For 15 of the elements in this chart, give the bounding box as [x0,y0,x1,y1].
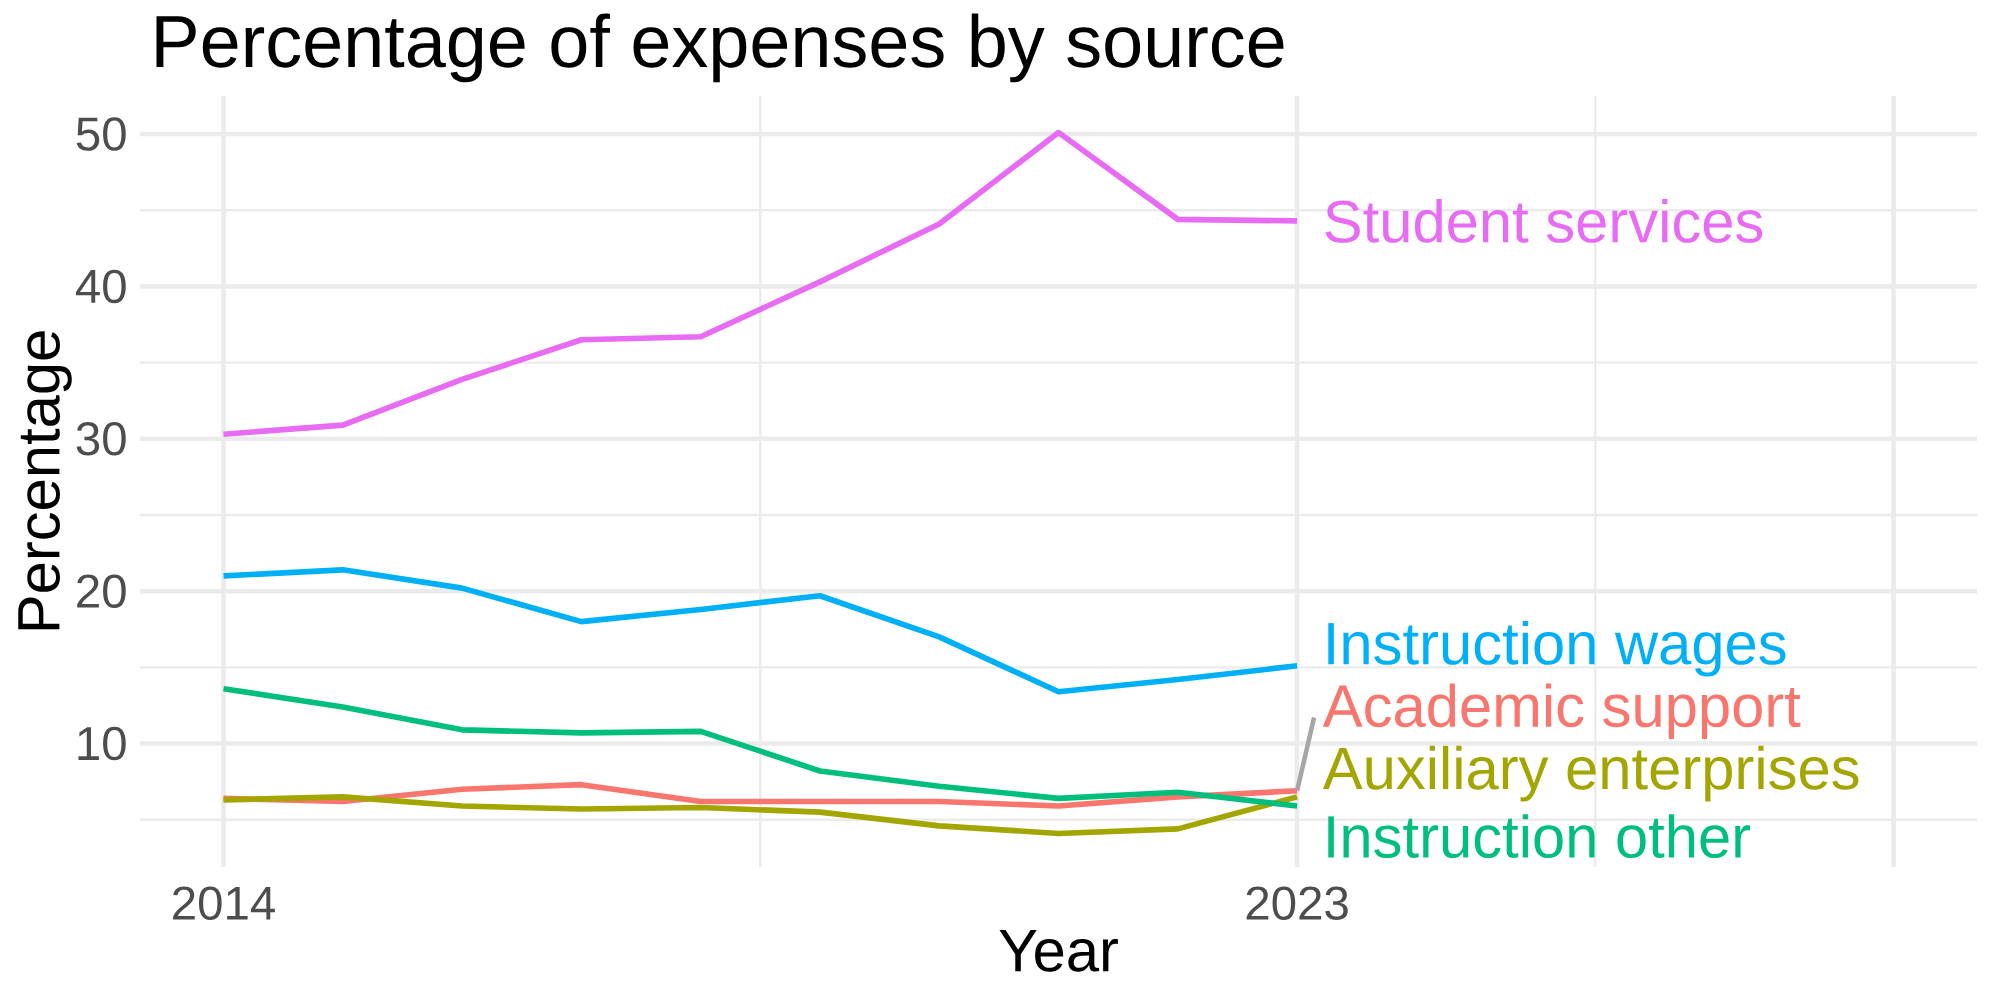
chart-title: Percentage of expenses by source [156,13,1284,83]
y-tick-label: 50 [76,117,126,151]
series-label: Instruction wages [1328,620,1786,677]
y-tick-label: 10 [78,726,126,761]
x-axis-title: Year [999,930,1118,972]
y-axis-title: Percentage [18,331,72,630]
series-label: Auxiliary enterprises [1322,745,1859,802]
y-tick-label: 20 [77,574,126,608]
series-label: Instruction other [1328,814,1751,859]
y-tick-label: 40 [75,269,126,304]
y-tick-label: 30 [76,422,126,456]
series-label: Academic support [1322,683,1801,740]
series-label: Student services [1325,199,1763,243]
x-tick-label: 2014 [173,886,275,920]
x-tick-label: 2023 [1246,886,1348,920]
